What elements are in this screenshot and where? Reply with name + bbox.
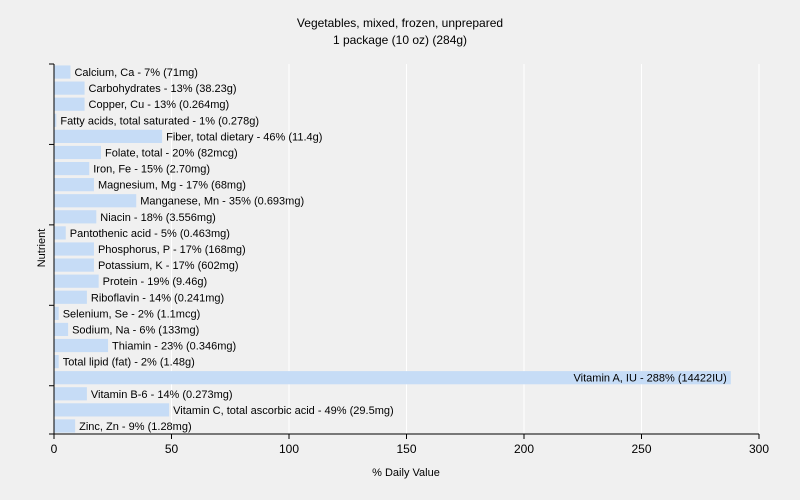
bar-label: Magnesium, Mg - 17% (68mg) (98, 180, 246, 192)
bar-label: Fiber, total dietary - 46% (11.4g) (166, 131, 322, 143)
bar (54, 403, 170, 417)
bar-label: Vitamin C, total ascorbic acid - 49% (29… (173, 405, 394, 417)
bar (54, 355, 59, 369)
bar-label: Total lipid (fat) - 2% (1.48g) (63, 357, 195, 369)
bar-label: Manganese, Mn - 35% (0.693mg) (140, 196, 304, 208)
x-tick-label: 50 (165, 442, 179, 456)
bar-label: Zinc, Zn - 9% (1.28mg) (79, 421, 191, 433)
bar-label: Calcium, Ca - 7% (71mg) (74, 67, 197, 79)
bar-label: Folate, total - 20% (82mcg) (105, 147, 238, 159)
bar-label: Phosphorus, P - 17% (168mg) (98, 244, 246, 256)
chart-subtitle: 1 package (10 oz) (284g) (332, 33, 468, 47)
bar-label: Pantothenic acid - 5% (0.463mg) (70, 228, 230, 240)
bar-label: Vitamin A, IU - 288% (14422IU) (574, 373, 727, 385)
bar-label: Thiamin - 23% (0.346mg) (112, 341, 236, 353)
bar (54, 387, 87, 401)
bar (54, 178, 94, 192)
bar (54, 194, 137, 208)
bar-label: Carbohydrates - 13% (38.23g) (89, 83, 237, 95)
bar (54, 419, 76, 433)
bar-label: Riboflavin - 14% (0.241mg) (91, 292, 224, 304)
bar (54, 306, 59, 320)
bar (54, 210, 97, 224)
bar (54, 65, 71, 79)
bar (54, 322, 69, 337)
bar (54, 371, 731, 385)
bar-label: Potassium, K - 17% (602mg) (98, 260, 239, 272)
x-tick-label: 0 (51, 442, 58, 456)
x-tick-label: 150 (396, 442, 416, 456)
bar-label: Selenium, Se - 2% (1.1mcg) (63, 308, 201, 320)
bar-label: Iron, Fe - 15% (2.70mg) (93, 164, 210, 176)
bar (54, 258, 94, 272)
x-tick-label: 200 (514, 442, 534, 456)
bar (54, 242, 94, 256)
bar-label-layer: Calcium, Ca - 7% (71mg) Carbohydrates - 1… (60, 67, 726, 433)
bar (54, 274, 99, 288)
bar (54, 97, 85, 111)
axis-layer: 0 50 100 150 200 250 300 (49, 63, 769, 456)
x-tick-label: 300 (749, 442, 769, 456)
bar (54, 338, 109, 353)
bar (54, 290, 87, 304)
bar-label: Sodium, Na - 6% (133mg) (72, 324, 199, 336)
x-axis-title: % Daily Value (372, 467, 440, 479)
bar (54, 226, 66, 240)
bar-label: Niacin - 18% (3.556mg) (100, 212, 216, 224)
y-axis-title: Nutrient (36, 229, 48, 268)
bar (54, 81, 85, 95)
x-tick-label: 100 (279, 442, 299, 456)
bar (54, 161, 90, 176)
bar-layer (54, 65, 731, 433)
bar-label: Copper, Cu - 13% (0.264mg) (89, 99, 230, 111)
bar (54, 145, 101, 160)
bar (54, 113, 57, 127)
x-tick-label: 250 (631, 442, 651, 456)
bar (54, 129, 163, 143)
bar-label: Fatty acids, total saturated - 1% (0.278… (60, 115, 259, 127)
bar-label: Protein - 19% (9.46g) (103, 276, 208, 288)
bar-label: Vitamin B-6 - 14% (0.273mg) (91, 389, 233, 401)
chart-title: Vegetables, mixed, frozen, unprepared (296, 16, 504, 30)
